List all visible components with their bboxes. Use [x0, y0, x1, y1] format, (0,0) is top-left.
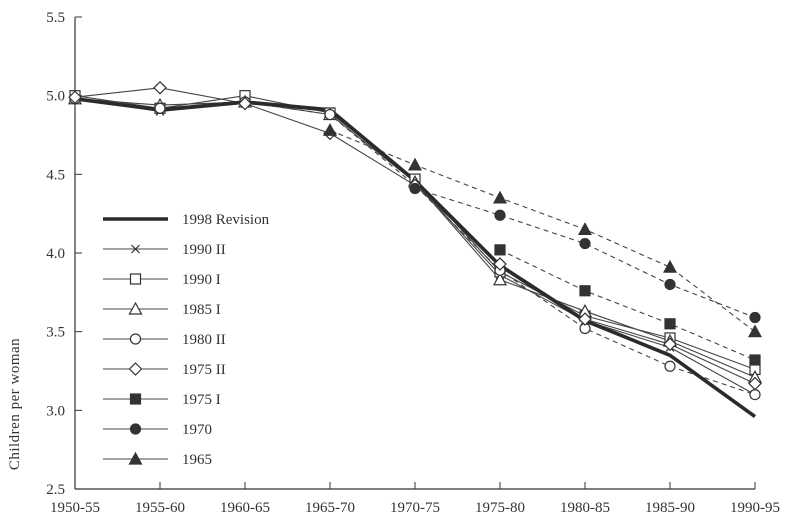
legend-marker-1975-ii — [128, 362, 143, 376]
series-line-1998-revision — [74, 97, 757, 419]
y-axis-title: Children per woman — [7, 338, 23, 470]
y-tick-label: 5.5 — [46, 10, 65, 26]
y-tick-label: 4.5 — [46, 167, 65, 183]
legend-label: 1980 II — [182, 332, 226, 348]
x-tick-label: 1985-90 — [645, 500, 695, 516]
data-point-1965 — [662, 259, 678, 273]
data-point-1975-i — [579, 285, 591, 297]
x-tick-label: 1975-80 — [475, 500, 525, 516]
data-point-1975-ii — [493, 257, 507, 271]
chart-axes: 2.5 3.0 3.5 4.0 4.5 5.0 5.5 1950-55 1955-60 1960-… — [46, 10, 780, 516]
data-point-1975-ii — [153, 80, 167, 95]
data-point-1985-i — [492, 272, 508, 286]
data-point-1975-ii — [68, 90, 82, 105]
x-tick-label: 1960-65 — [220, 500, 270, 516]
x-tick-label: 1970-75 — [390, 500, 440, 516]
data-point-1980-ii — [749, 389, 761, 401]
data-point-1965 — [407, 157, 423, 171]
data-point-1980-ii — [324, 108, 336, 121]
legend-marker-1965 — [128, 451, 143, 465]
y-tick-label: 5.0 — [46, 89, 65, 105]
data-point-1975-ii — [578, 312, 592, 326]
y-tick-label: 2.5 — [46, 482, 65, 498]
series-line-1975-i — [499, 249, 756, 361]
legend-label: 1990 II — [182, 242, 226, 258]
data-point-1975-i — [664, 318, 676, 330]
y-tick-label: 3.5 — [46, 325, 65, 341]
chart-legend: 1998 Revision 1990 II 1990 I 1985 I 1980 II 1… — [103, 212, 270, 468]
legend-marker-1985-i — [128, 301, 143, 315]
y-tick-label: 3.0 — [46, 403, 65, 419]
legend-marker-1975-i — [129, 393, 142, 405]
data-point-1975-ii — [663, 337, 677, 352]
data-point-1975-i — [494, 244, 506, 256]
legend-marker-1990-ii — [131, 244, 140, 254]
data-point-1975-ii — [748, 376, 762, 391]
data-point-1970 — [749, 311, 761, 324]
data-point-1975-i — [749, 354, 761, 366]
data-point-1980-ii — [664, 360, 676, 372]
x-tick-label: 1980-85 — [560, 500, 610, 516]
legend-label: 1975 I — [182, 392, 221, 408]
legend-label: 1998 Revision — [182, 212, 270, 228]
series-line-1985-i — [74, 98, 756, 378]
series-line-1970 — [414, 187, 756, 319]
data-point-1965 — [577, 222, 593, 235]
series-line-1980-ii — [74, 98, 756, 396]
data-point-1970 — [409, 182, 421, 195]
data-point-1970 — [579, 237, 591, 250]
legend-label: 1970 — [182, 422, 212, 438]
data-point-1965 — [747, 324, 763, 338]
series-markers — [67, 80, 763, 401]
data-point-1975-ii — [238, 96, 252, 111]
legend-label: 1985 I — [182, 302, 221, 318]
legend-marker-1980-ii — [129, 333, 142, 345]
legend-label: 1990 I — [182, 272, 221, 288]
data-point-1970 — [494, 209, 506, 221]
data-point-1965 — [322, 123, 338, 136]
data-point-1965 — [492, 190, 508, 204]
data-point-1980-ii — [154, 102, 166, 114]
series-line-1990-i — [74, 95, 756, 370]
legend-marker-1990-i — [129, 273, 142, 285]
series-line-1975-ii — [74, 87, 756, 385]
y-tick-label: 4.0 — [46, 246, 65, 262]
x-tick-label: 1950-55 — [50, 500, 100, 516]
legend-label: 1965 — [182, 452, 212, 468]
legend-marker-1970 — [129, 423, 142, 435]
x-tick-label: 1965-70 — [305, 500, 355, 516]
data-point-1970 — [664, 278, 676, 291]
series-lines — [74, 87, 757, 419]
x-tick-label: 1990-95 — [730, 500, 780, 516]
legend-label: 1975 II — [182, 362, 226, 378]
x-tick-label: 1955-60 — [135, 500, 185, 516]
series-line-1965 — [329, 129, 756, 333]
